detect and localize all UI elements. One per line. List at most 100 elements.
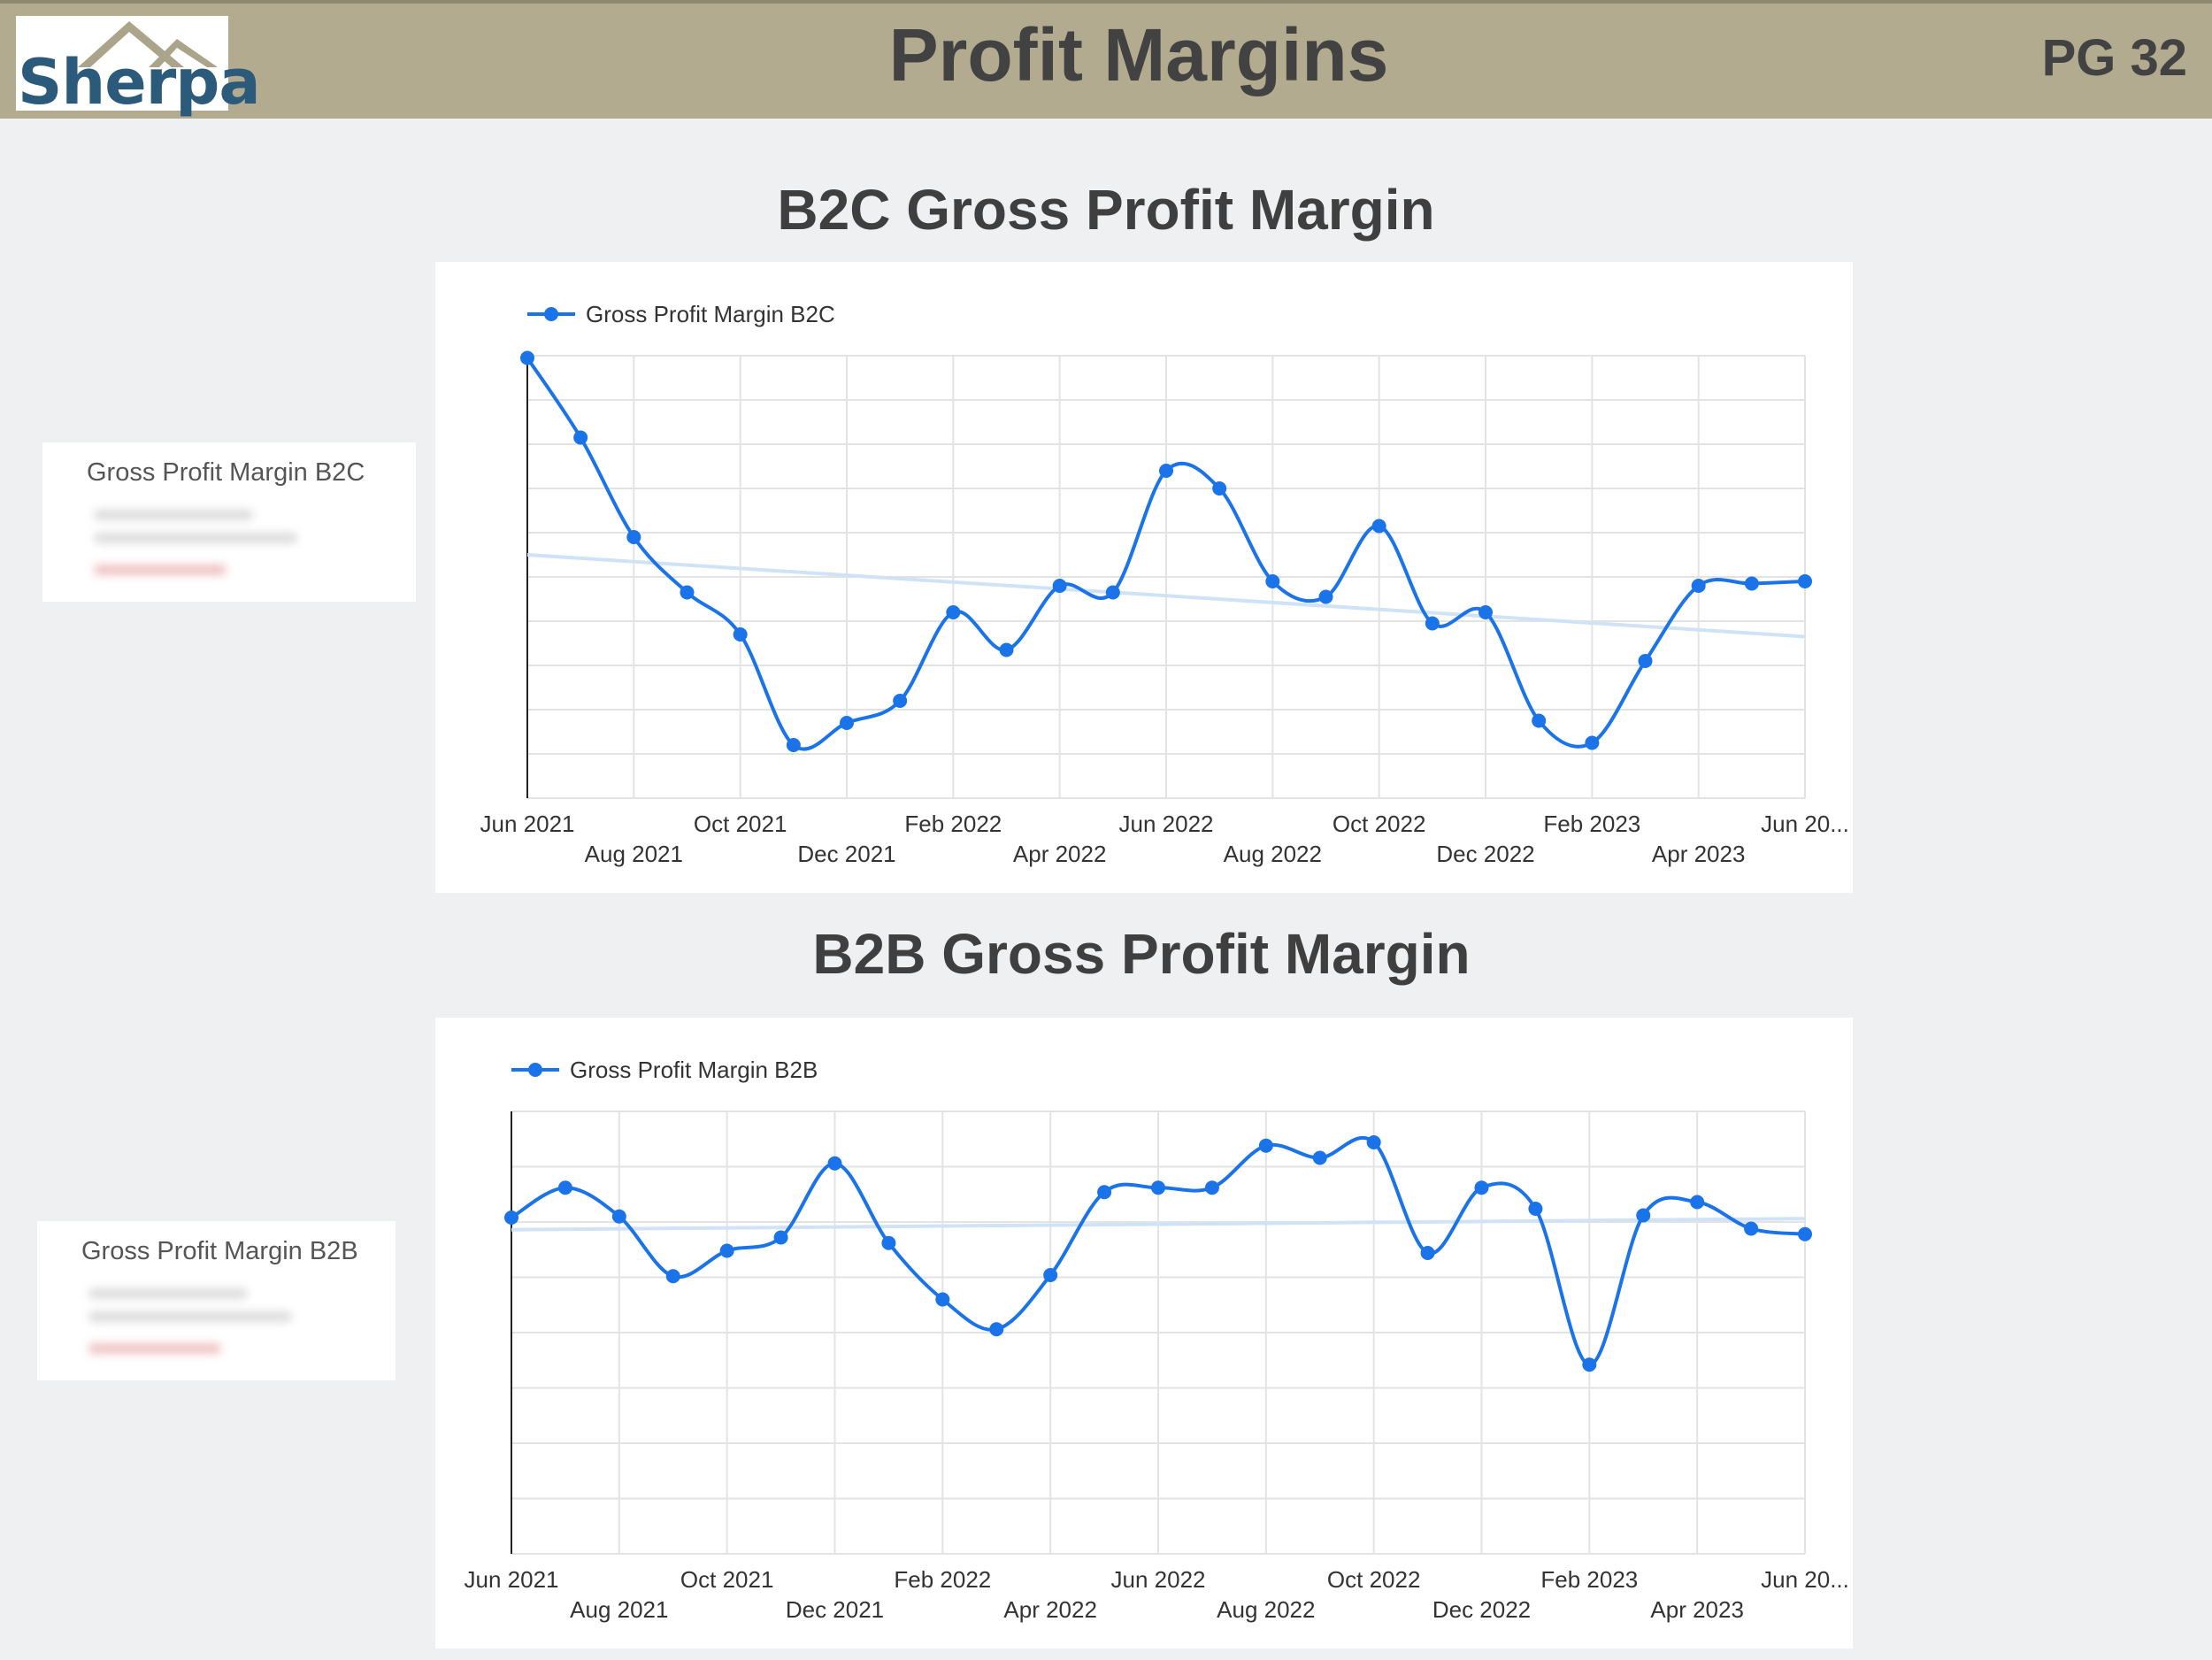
page-header: Sherpa Profit Margins PG 32 [0,0,2212,119]
x-tick-label: Oct 2022 [1333,811,1426,837]
data-point [504,1210,518,1225]
data-point [1204,1180,1219,1195]
data-point [827,1156,842,1171]
data-point [1690,1195,1705,1210]
x-tick-label: Dec 2022 [1436,841,1534,867]
data-point [1691,579,1706,593]
x-tick-label: Jun 20... [1761,1566,1849,1593]
trend-line [526,553,1806,639]
x-tick-label: Aug 2021 [570,1596,668,1623]
data-point [680,585,695,600]
x-tick-label: Feb 2022 [894,1566,991,1593]
data-point [935,1292,950,1307]
x-tick-label: Feb 2023 [1540,1566,1638,1593]
data-point [611,1209,626,1224]
data-point [1532,713,1547,728]
x-tick-label: Aug 2022 [1217,1596,1315,1623]
b2c-chart-panel: Jun 2021 Aug 2021 Oct 2021 Dec 2021 Feb 2022… [435,262,1853,893]
data-point [1318,589,1333,604]
trend-line [511,1217,1806,1232]
x-tick-label: Apr 2022 [1003,1596,1097,1623]
page-title: Profit Margins [888,13,1389,96]
legend-marker-icon [528,1063,542,1077]
b2b-line-chart: Jun 2021 Aug 2021 Oct 2021 Dec 2021 Feb 2022… [465,1057,1849,1623]
page-number: PG 32 [2041,29,2187,87]
data-point [1798,1226,1812,1241]
x-tick-label: Aug 2022 [1224,841,1322,867]
data-point [733,627,748,642]
data-point [665,1269,680,1284]
data-point [1425,616,1440,631]
x-tick-label: Dec 2021 [786,1596,884,1623]
sherpa-logo: Sherpa [16,16,261,119]
data-point [1582,1357,1597,1372]
data-point [520,350,534,365]
data-point [1212,481,1227,496]
x-tick-label: Aug 2021 [585,841,683,867]
chart-legend: Gross Profit Margin B2C [527,301,835,327]
x-tick-label: Apr 2022 [1013,841,1107,867]
b2b-chart-heading: B2B Gross Profit Margin [812,922,1471,986]
blurred-value [88,1288,248,1299]
data-point [1052,579,1067,593]
legend-marker-icon [544,307,558,321]
data-point [573,430,588,445]
data-point [1265,574,1280,588]
b2c-scorecard-label: Gross Profit Margin B2C [87,458,365,487]
data-point [881,1235,896,1250]
x-tick-label: Jun 2022 [1111,1566,1206,1593]
b2c-chart-heading: B2C Gross Profit Margin [777,178,1435,242]
x-tick-label: Apr 2023 [1652,841,1746,867]
x-tick-label: Oct 2021 [694,811,787,837]
data-point [1798,574,1812,588]
data-point [1479,605,1493,619]
b2c-line-chart: Jun 2021 Aug 2021 Oct 2021 Dec 2021 Feb 2022… [480,301,1849,867]
x-tick-label: Oct 2022 [1327,1566,1421,1593]
blurred-value [94,533,297,543]
blurred-delta [88,1343,221,1354]
data-point [840,716,854,730]
data-point [1097,1185,1112,1200]
data-point [557,1180,572,1195]
data-point [1312,1150,1327,1165]
data-point [1420,1246,1435,1260]
x-tick-label: Jun 2021 [465,1566,559,1593]
data-point [786,738,801,752]
x-tick-label: Jun 2021 [480,811,575,837]
blurred-value [94,510,253,520]
b2b-chart-panel: Jun 2021 Aug 2021 Oct 2021 Dec 2021 Feb 2022… [435,1018,1853,1648]
x-tick-label: Jun 2022 [1119,811,1214,837]
blurred-value [88,1311,292,1322]
data-point [1528,1202,1543,1216]
data-point [1366,1135,1381,1149]
data-point [1159,464,1173,478]
chart-legend: Gross Profit Margin B2B [511,1057,818,1083]
data-point [1744,576,1759,591]
data-point [1105,585,1120,600]
b2b-scorecard[interactable]: Gross Profit Margin B2B [37,1221,396,1380]
b2c-scorecard[interactable]: Gross Profit Margin B2C [42,442,416,602]
data-point [893,694,908,708]
x-tick-label: Dec 2021 [797,841,895,867]
data-point [1151,1180,1165,1195]
chart-grid [526,355,1806,799]
x-tick-label: Apr 2023 [1650,1596,1744,1623]
data-point [1585,735,1600,750]
data-point [719,1243,734,1258]
data-point [773,1230,788,1245]
mountain-icon [78,21,218,67]
data-point [999,642,1014,657]
b2b-scorecard-label: Gross Profit Margin B2B [81,1237,358,1265]
data-point [1638,654,1653,668]
data-point [1258,1138,1273,1153]
data-point [1636,1208,1651,1223]
data-point [1371,519,1386,534]
legend-label: Gross Profit Margin B2C [586,301,835,327]
x-tick-label: Feb 2022 [904,811,1002,837]
data-point [1744,1221,1759,1236]
data-point [1474,1180,1489,1195]
x-tick-label: Jun 20... [1761,811,1849,837]
chart-grid [511,1111,1806,1555]
data-point [946,605,961,619]
data-point [626,530,641,544]
